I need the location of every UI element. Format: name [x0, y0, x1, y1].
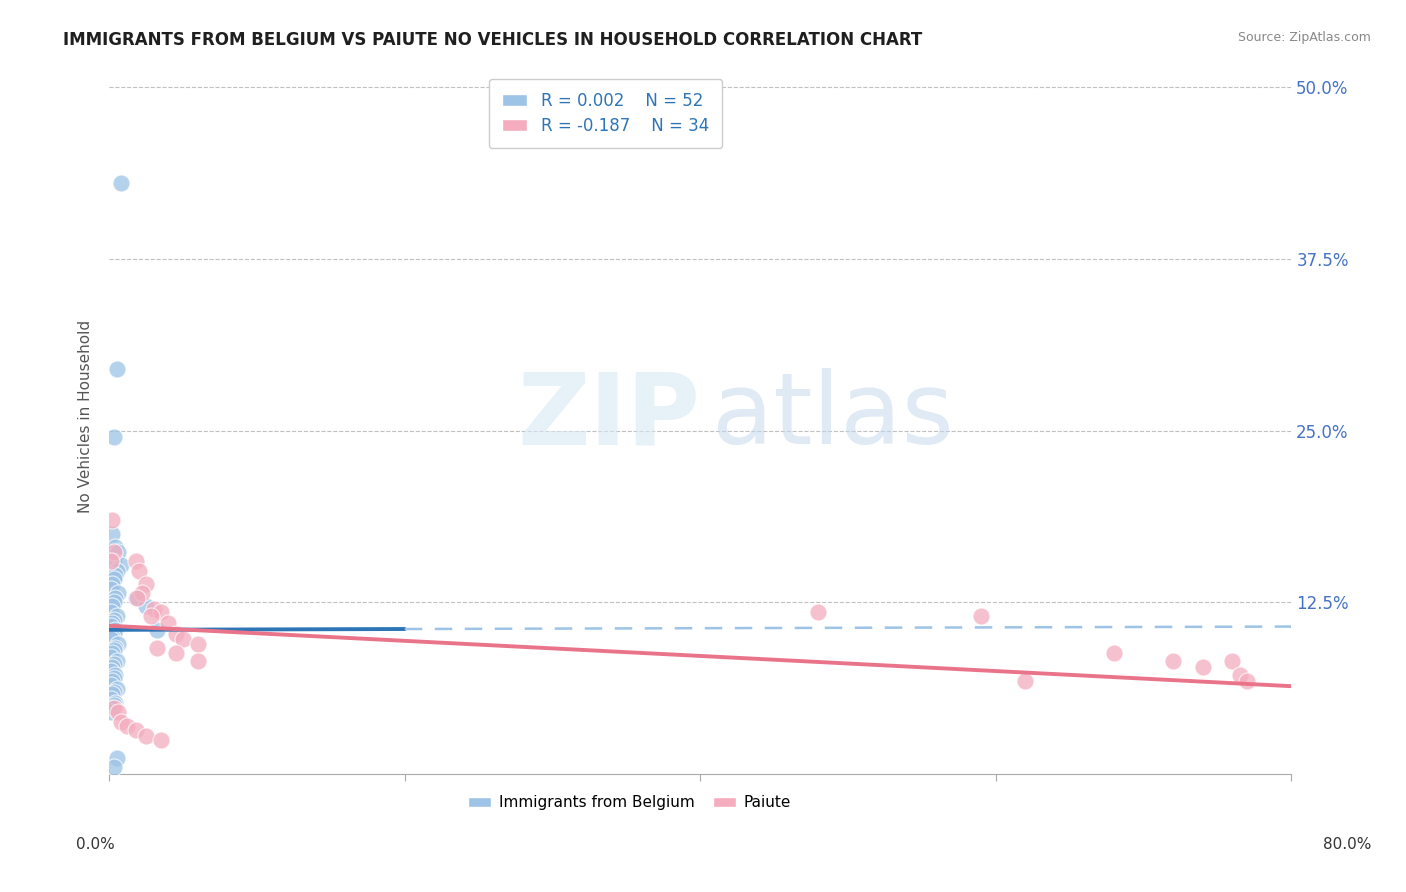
Text: Source: ZipAtlas.com: Source: ZipAtlas.com	[1237, 31, 1371, 45]
Point	[100, 605, 122, 619]
Text: 0.0%: 0.0%	[76, 838, 115, 852]
Point	[115, 719, 138, 733]
Point	[1229, 668, 1251, 682]
Point	[107, 706, 129, 720]
Point	[107, 544, 129, 558]
Point	[100, 678, 122, 692]
Point	[1236, 673, 1258, 688]
Point	[101, 615, 124, 630]
Point	[101, 673, 124, 688]
Point	[103, 572, 125, 586]
Point	[149, 605, 172, 619]
Point	[149, 732, 172, 747]
Point	[100, 691, 122, 706]
Point	[104, 668, 127, 682]
Point	[110, 714, 132, 729]
Point	[100, 632, 122, 647]
Legend: Immigrants from Belgium, Paiute: Immigrants from Belgium, Paiute	[463, 789, 797, 816]
Point	[101, 660, 124, 674]
Point	[100, 582, 122, 596]
Point	[105, 361, 128, 376]
Point	[100, 650, 122, 665]
Point	[100, 664, 122, 678]
Point	[103, 760, 125, 774]
Point	[103, 430, 125, 444]
Point	[104, 623, 127, 637]
Point	[101, 526, 124, 541]
Point	[105, 655, 128, 669]
Point	[104, 696, 127, 710]
Point	[145, 623, 167, 637]
Point	[103, 657, 125, 672]
Point	[1014, 673, 1036, 688]
Point	[104, 541, 127, 555]
Text: ZIP: ZIP	[517, 368, 700, 466]
Point	[139, 609, 162, 624]
Point	[125, 591, 148, 606]
Point	[105, 681, 128, 696]
Text: atlas: atlas	[711, 368, 953, 466]
Point	[135, 577, 157, 591]
Point	[105, 564, 128, 578]
Point	[101, 599, 124, 614]
Point	[135, 599, 157, 614]
Point	[105, 609, 128, 624]
Point	[165, 627, 187, 641]
Point	[157, 615, 180, 630]
Point	[125, 723, 148, 738]
Point	[125, 554, 148, 568]
Point	[128, 564, 150, 578]
Point	[103, 698, 125, 713]
Point	[970, 609, 993, 624]
Point	[101, 577, 124, 591]
Y-axis label: No Vehicles in Household: No Vehicles in Household	[79, 320, 93, 514]
Point	[110, 176, 132, 190]
Point	[131, 586, 153, 600]
Text: 80.0%: 80.0%	[1323, 838, 1371, 852]
Point	[165, 646, 187, 660]
Point	[107, 586, 129, 600]
Point	[1191, 660, 1213, 674]
Point	[142, 602, 165, 616]
Point	[101, 646, 124, 660]
Point	[172, 632, 194, 647]
Point	[127, 591, 149, 606]
Point	[103, 544, 125, 558]
Point	[107, 637, 129, 651]
Point	[100, 706, 122, 720]
Point	[104, 591, 127, 606]
Point	[103, 613, 125, 627]
Point	[100, 618, 122, 632]
Point	[1161, 655, 1184, 669]
Point	[100, 554, 122, 568]
Point	[101, 688, 124, 702]
Point	[110, 558, 132, 573]
Point	[807, 605, 830, 619]
Point	[187, 655, 209, 669]
Point	[101, 513, 124, 527]
Point	[104, 640, 127, 655]
Point	[1102, 646, 1125, 660]
Point	[103, 671, 125, 685]
Point	[103, 684, 125, 698]
Text: IMMIGRANTS FROM BELGIUM VS PAIUTE NO VEHICLES IN HOUSEHOLD CORRELATION CHART: IMMIGRANTS FROM BELGIUM VS PAIUTE NO VEH…	[63, 31, 922, 49]
Point	[135, 729, 157, 743]
Point	[145, 640, 167, 655]
Point	[103, 701, 125, 715]
Point	[104, 567, 127, 582]
Point	[101, 630, 124, 644]
Point	[103, 554, 125, 568]
Point	[103, 595, 125, 609]
Point	[187, 637, 209, 651]
Point	[101, 701, 124, 715]
Point	[103, 625, 125, 640]
Point	[1220, 655, 1243, 669]
Point	[105, 750, 128, 764]
Point	[103, 643, 125, 657]
